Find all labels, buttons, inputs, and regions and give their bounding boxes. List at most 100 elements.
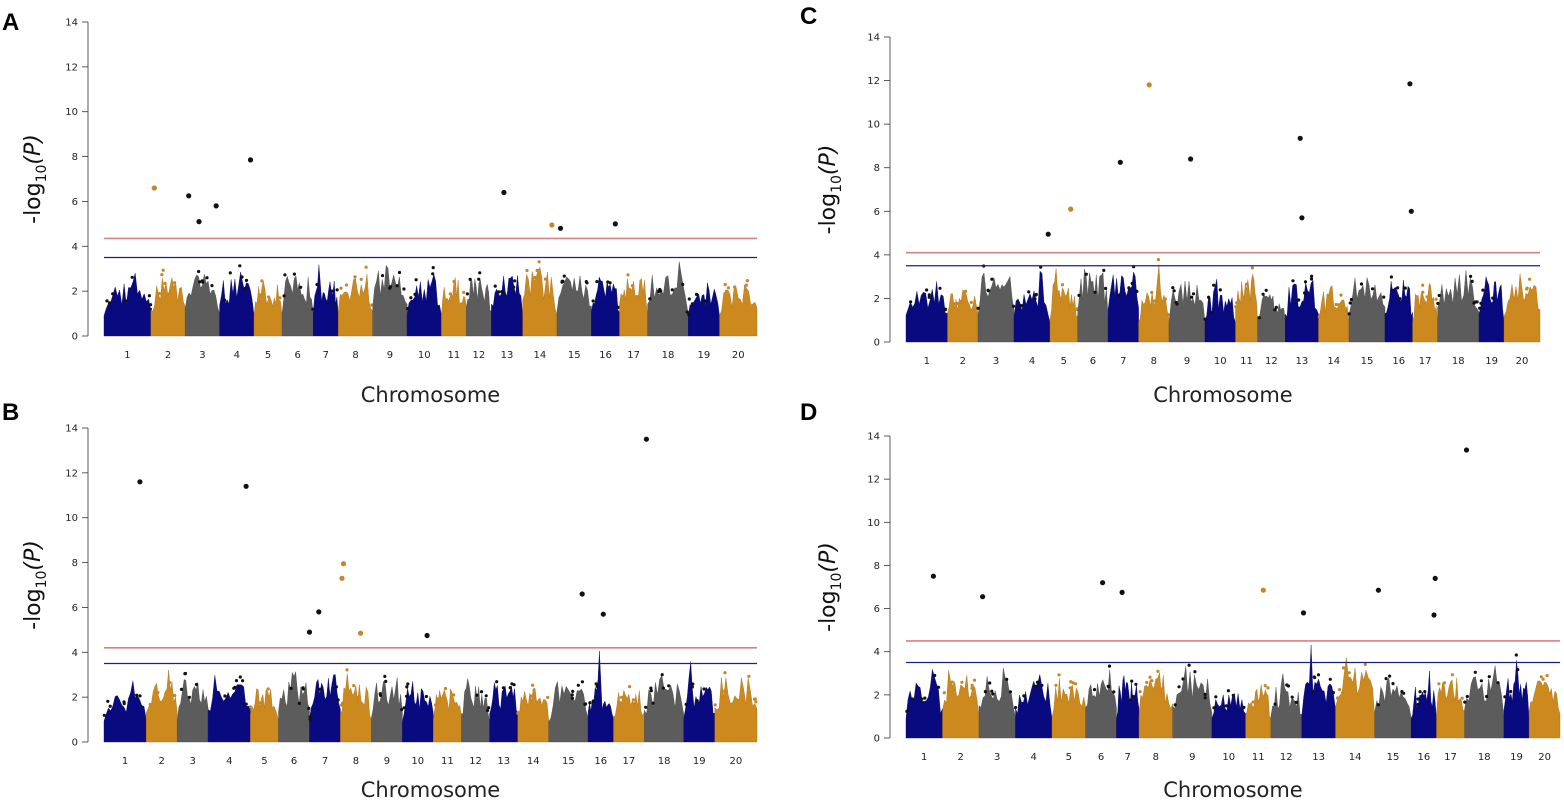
snp-point	[163, 281, 167, 285]
x-tick-label-10: 10	[418, 350, 431, 361]
x-tick-label-7: 7	[322, 756, 328, 767]
snp-point	[516, 711, 520, 715]
snp-point	[1388, 674, 1392, 678]
snp-point	[1473, 670, 1477, 674]
snp-point	[723, 283, 727, 287]
top-hit-point	[1117, 159, 1123, 165]
snp-point	[694, 292, 699, 296]
snp-point	[1150, 679, 1154, 683]
chromosome-block-6	[281, 275, 314, 337]
snp-point	[687, 312, 691, 317]
snp-point	[1334, 302, 1338, 307]
chromosome-block-7	[1116, 675, 1140, 739]
snp-point	[397, 270, 402, 275]
chromosome-block-14	[1318, 285, 1350, 343]
snp-point	[495, 680, 499, 684]
y-tick-label: 6	[874, 604, 880, 615]
snp-point	[335, 288, 339, 292]
chromosome-block-14	[522, 266, 558, 337]
snp-point	[1129, 698, 1133, 702]
top-hit-point	[316, 609, 322, 615]
y-axis-label: -log10(P)	[21, 540, 50, 630]
y-tick-label: 6	[72, 197, 78, 208]
chromosome-block-10	[1211, 692, 1246, 739]
snp-point	[179, 687, 184, 692]
snp-point	[724, 289, 729, 293]
snp-point	[1191, 292, 1196, 296]
y-tick-label: 2	[72, 287, 78, 298]
snp-point	[1069, 680, 1073, 684]
snp-point	[595, 684, 599, 689]
snp-point	[243, 287, 247, 291]
top-hit-point	[501, 189, 507, 196]
snp-point	[1214, 695, 1218, 699]
chromosome-block-3	[977, 272, 1015, 343]
snp-point	[513, 279, 517, 283]
chromosome-block-13	[489, 682, 518, 743]
top-hit-point	[980, 594, 986, 600]
snp-point	[618, 701, 622, 705]
snp-point	[500, 290, 504, 294]
snp-point	[431, 272, 435, 276]
snp-point	[649, 686, 653, 690]
snp-point	[1291, 279, 1295, 283]
snp-point	[1218, 288, 1222, 292]
chromosome-block-1	[103, 272, 152, 337]
snp-point	[648, 297, 652, 301]
snp-point	[1470, 279, 1474, 283]
x-tick-label-19: 19	[1485, 356, 1498, 367]
snp-point	[660, 673, 664, 677]
y-tick-label: 14	[65, 424, 78, 435]
y-tick-label: 8	[874, 163, 880, 174]
snp-point	[1174, 300, 1178, 305]
snp-point	[606, 280, 610, 284]
snp-point	[168, 681, 172, 685]
snp-point	[1177, 685, 1181, 689]
snp-point	[1264, 288, 1268, 292]
x-tick-label-18: 18	[658, 756, 671, 767]
snp-point	[1250, 266, 1254, 270]
x-tick-label-9: 9	[387, 350, 393, 361]
snp-point	[405, 694, 409, 698]
snp-point	[525, 268, 529, 273]
snp-point	[1541, 677, 1545, 681]
snp-point	[1060, 283, 1065, 287]
snp-point	[713, 703, 717, 707]
snp-point	[336, 698, 340, 702]
x-tick-label-12: 12	[1265, 356, 1278, 367]
snp-point	[1077, 293, 1081, 297]
y-tick-label: 2	[72, 693, 78, 704]
snp-point	[1343, 307, 1347, 311]
snp-point	[690, 302, 695, 306]
snp-point	[1443, 681, 1447, 685]
snp-point	[667, 684, 671, 688]
chromosome-block-19	[688, 282, 720, 337]
chromosome-block-12	[461, 678, 490, 743]
snp-point	[402, 287, 406, 291]
snp-point	[1294, 700, 1298, 705]
chromosome-block-5	[253, 280, 283, 337]
chromosome-block-2	[150, 277, 186, 337]
snp-point	[108, 301, 112, 305]
x-tick-label-14: 14	[527, 756, 540, 767]
snp-point	[1159, 687, 1163, 691]
snp-point	[983, 690, 988, 694]
panel-label-d: D	[800, 399, 817, 426]
chromosome-block-18	[1464, 665, 1505, 739]
top-hit-point	[1297, 135, 1303, 141]
snp-point	[1131, 695, 1135, 699]
snp-point	[1068, 686, 1072, 690]
top-hit-point	[1375, 587, 1381, 593]
x-tick-label-18: 18	[1452, 356, 1465, 367]
chromosome-block-19	[1478, 276, 1505, 343]
snp-point	[406, 307, 410, 311]
snp-point	[1347, 671, 1351, 675]
snp-point	[238, 264, 242, 268]
y-tick-label: 0	[72, 332, 78, 343]
snp-point	[433, 703, 438, 707]
snp-point	[1509, 689, 1513, 694]
chromosome-block-17	[1412, 282, 1438, 343]
snp-point	[1479, 301, 1483, 305]
snp-point	[409, 296, 413, 300]
